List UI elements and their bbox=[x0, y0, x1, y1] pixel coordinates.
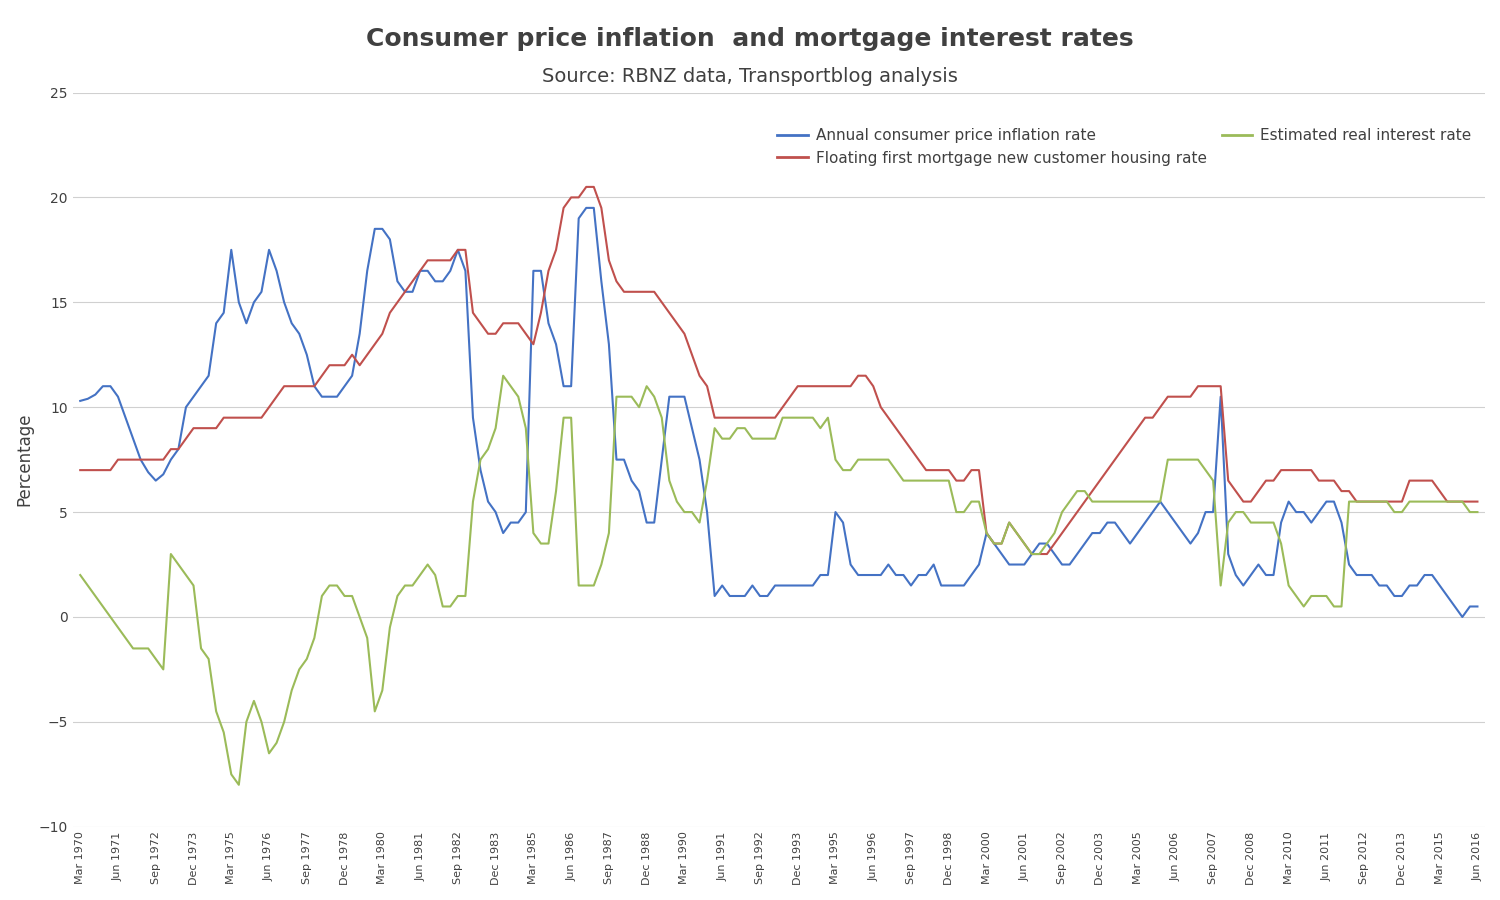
Line: Floating first mortgage new customer housing rate: Floating first mortgage new customer hou… bbox=[80, 187, 1478, 554]
Floating first mortgage new customer housing rate bbox=[282, 381, 300, 392]
Annual consumer price inflation rate bbox=[886, 570, 904, 580]
Annual consumer price inflation rate bbox=[578, 202, 596, 213]
Estimated real interest rate bbox=[1468, 507, 1486, 517]
Annual consumer price inflation rate bbox=[744, 580, 762, 591]
Line: Estimated real interest rate: Estimated real interest rate bbox=[80, 375, 1478, 785]
Estimated real interest rate bbox=[70, 570, 88, 580]
Floating first mortgage new customer housing rate bbox=[1150, 401, 1168, 412]
Estimated real interest rate bbox=[1150, 496, 1168, 507]
Text: Source: RBNZ data, Transportblog analysis: Source: RBNZ data, Transportblog analysi… bbox=[542, 68, 958, 86]
Estimated real interest rate bbox=[956, 507, 974, 517]
Floating first mortgage new customer housing rate bbox=[578, 182, 596, 193]
Text: Consumer price inflation  and mortgage interest rates: Consumer price inflation and mortgage in… bbox=[366, 27, 1134, 51]
Estimated real interest rate bbox=[494, 370, 512, 381]
Annual consumer price inflation rate bbox=[1454, 612, 1472, 623]
Floating first mortgage new customer housing rate bbox=[70, 464, 88, 475]
Annual consumer price inflation rate bbox=[1468, 601, 1486, 612]
Floating first mortgage new customer housing rate bbox=[1371, 496, 1389, 507]
Legend: Annual consumer price inflation rate, Floating first mortgage new customer housi: Annual consumer price inflation rate, Fl… bbox=[771, 122, 1478, 172]
Annual consumer price inflation rate bbox=[948, 580, 966, 591]
Line: Annual consumer price inflation rate: Annual consumer price inflation rate bbox=[80, 208, 1478, 617]
Floating first mortgage new customer housing rate bbox=[1468, 496, 1486, 507]
Annual consumer price inflation rate bbox=[1362, 570, 1380, 580]
Floating first mortgage new customer housing rate bbox=[886, 423, 904, 434]
Annual consumer price inflation rate bbox=[282, 318, 300, 328]
Y-axis label: Percentage: Percentage bbox=[15, 413, 33, 507]
Estimated real interest rate bbox=[894, 475, 912, 486]
Annual consumer price inflation rate bbox=[70, 395, 88, 406]
Floating first mortgage new customer housing rate bbox=[948, 475, 966, 486]
Floating first mortgage new customer housing rate bbox=[744, 412, 762, 423]
Estimated real interest rate bbox=[230, 779, 248, 790]
Floating first mortgage new customer housing rate bbox=[1023, 549, 1041, 560]
Estimated real interest rate bbox=[1371, 496, 1389, 507]
Estimated real interest rate bbox=[290, 664, 308, 675]
Annual consumer price inflation rate bbox=[1143, 507, 1161, 517]
Estimated real interest rate bbox=[752, 433, 770, 444]
